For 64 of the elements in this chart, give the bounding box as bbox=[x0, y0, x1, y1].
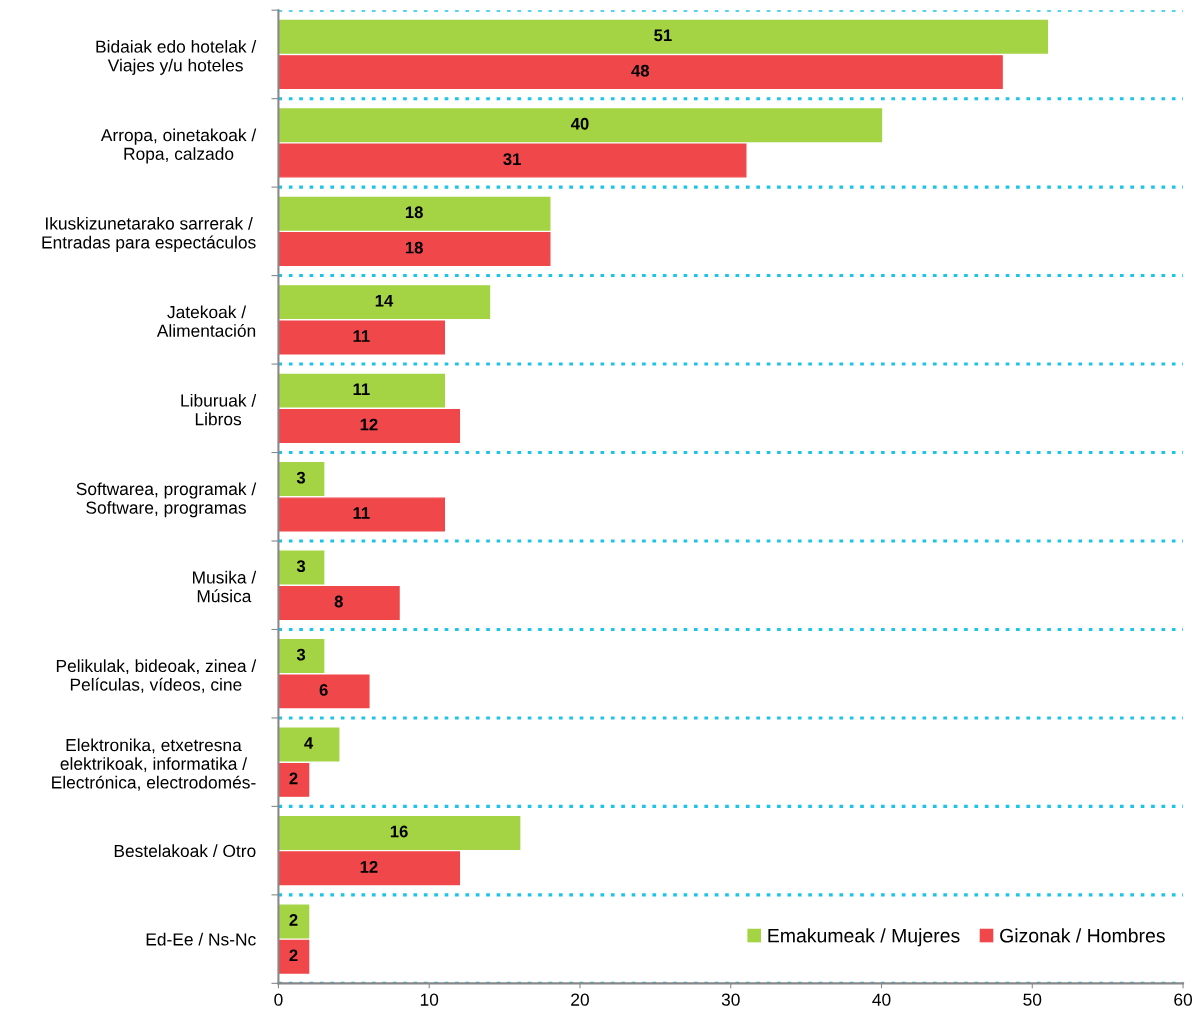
bar bbox=[278, 550, 325, 585]
bar bbox=[278, 409, 461, 443]
y-tick-label: Ed-Ee / Ns-Nc bbox=[146, 932, 256, 946]
data-label: 2 bbox=[289, 914, 298, 926]
x-tick-label: 60 bbox=[1174, 993, 1193, 1006]
legend-label: Gizonak / Hombres bbox=[1000, 928, 1165, 943]
x-tick-label: 50 bbox=[1023, 993, 1042, 1006]
x-tick-label: 0 bbox=[274, 993, 283, 1006]
y-tick-label: Arropa, oinetakoak / Ropa, calzado bbox=[100, 128, 257, 164]
y-tick-label: Ikuskizunetarako sarrerak / Entradas para espectáculos bbox=[42, 216, 256, 252]
data-label: 11 bbox=[353, 330, 370, 342]
data-label: 11 bbox=[353, 383, 370, 395]
data-label: 51 bbox=[654, 29, 672, 42]
bar bbox=[278, 639, 325, 673]
bar bbox=[278, 815, 521, 850]
data-label: 4 bbox=[304, 737, 314, 749]
data-label: 31 bbox=[503, 153, 521, 166]
data-label: 40 bbox=[570, 117, 589, 130]
data-label: 6 bbox=[319, 684, 328, 696]
x-tick-label: 10 bbox=[420, 993, 439, 1006]
bar bbox=[278, 232, 551, 267]
y-tick-label: Softwarea, programak / Software, programas bbox=[76, 482, 257, 518]
data-label: 8 bbox=[334, 595, 343, 608]
bar bbox=[278, 320, 445, 355]
x-tick-label: 20 bbox=[571, 993, 589, 1006]
y-tick-label: Bidaiak edo hotelak / Viajes y/u hoteles bbox=[96, 40, 257, 75]
data-label: 12 bbox=[360, 861, 378, 873]
data-label: 18 bbox=[405, 206, 423, 219]
data-label: 3 bbox=[296, 560, 306, 573]
bar bbox=[278, 727, 340, 762]
bar bbox=[278, 196, 551, 231]
bar bbox=[278, 762, 310, 797]
bar bbox=[278, 373, 445, 408]
bar bbox=[278, 143, 747, 178]
bar bbox=[278, 851, 461, 886]
y-tick-label: Jatekoak / Alimentación bbox=[156, 305, 256, 337]
x-tick-label: 30 bbox=[721, 993, 740, 1006]
data-label: 3 bbox=[296, 648, 306, 661]
y-tick-label: Pelikulak, bideoak, zinea / Películas, vídeos, cine bbox=[56, 659, 257, 693]
data-label: 2 bbox=[289, 772, 298, 785]
bar bbox=[278, 674, 370, 709]
bar bbox=[278, 108, 883, 143]
legend-label: Emakumeak / Mujeres bbox=[768, 928, 960, 947]
data-label: 48 bbox=[631, 64, 650, 77]
bar bbox=[278, 939, 310, 974]
data-label: 3 bbox=[296, 471, 306, 484]
bar bbox=[278, 585, 400, 620]
data-label: 2 bbox=[289, 949, 298, 962]
x-tick-label: 40 bbox=[872, 993, 891, 1006]
y-tick-label: Musika / Música bbox=[193, 570, 257, 603]
data-label: 18 bbox=[405, 241, 423, 254]
bar bbox=[278, 19, 1049, 54]
data-label: 11 bbox=[353, 507, 370, 519]
y-tick-label: Liburuak / Libros bbox=[181, 393, 257, 426]
data-label: 14 bbox=[375, 294, 394, 307]
y-tick-label: Bestelakoak / Otro bbox=[114, 844, 256, 858]
bar bbox=[278, 285, 491, 320]
bar bbox=[278, 497, 445, 532]
bar bbox=[278, 55, 1003, 90]
data-label: 12 bbox=[360, 418, 378, 431]
bar bbox=[278, 462, 325, 497]
bar bbox=[278, 904, 310, 939]
data-label: 16 bbox=[390, 825, 408, 838]
y-tick-label: Elektronika, etxetresna elektrikoak, informatika / Electrónica, electrodomés- bbox=[52, 738, 256, 791]
